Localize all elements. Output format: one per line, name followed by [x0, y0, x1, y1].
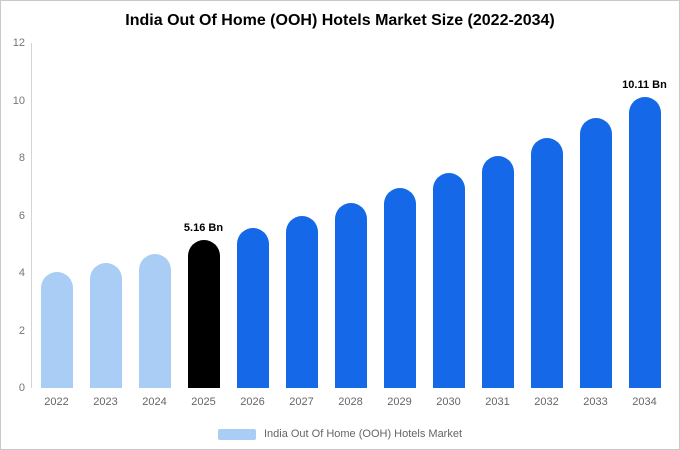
x-axis-label-2029: 2029	[387, 396, 412, 408]
bar-2034	[628, 97, 661, 388]
x-axis-label-2027: 2027	[289, 396, 314, 408]
chart-title: India Out Of Home (OOH) Hotels Market Si…	[125, 12, 555, 29]
y-tick-label: 8	[18, 152, 25, 164]
x-axis-label-2026: 2026	[240, 396, 265, 408]
value-annotation-2025: 5.16 Bn	[183, 221, 224, 234]
bar-slot-2023	[81, 43, 130, 388]
bar-slot-2028	[326, 43, 375, 388]
bar-slot-2034: 10.11 Bn	[620, 43, 669, 388]
bar-slot-2022	[32, 43, 81, 388]
x-axis-label-2033: 2033	[583, 396, 608, 408]
bar-2032	[530, 137, 563, 388]
bar-2033	[579, 118, 612, 388]
x-axis-label-2032: 2032	[534, 396, 559, 408]
bar-2025	[187, 239, 220, 388]
legend-swatch	[217, 428, 256, 440]
bar-2028	[334, 202, 367, 388]
bar-2022	[40, 272, 73, 388]
y-tick-label: 4	[18, 267, 25, 279]
x-axis-label-2022: 2022	[44, 396, 69, 408]
y-tick-label: 10	[12, 94, 25, 107]
legend-label: India Out Of Home (OOH) Hotels Market	[263, 428, 463, 440]
bar-slot-2025: 5.16 Bn	[179, 43, 228, 388]
y-tick-label: 6	[18, 209, 25, 222]
y-tick-label: 12	[12, 37, 25, 49]
bar-2027	[285, 215, 318, 388]
x-axis: 2022 2023 2024 2025 2026 2027 2028 2029 2030 2031…	[32, 396, 669, 408]
x-axis-label-2034: 2034	[632, 396, 657, 408]
y-tick-label: 2	[18, 324, 25, 337]
x-axis-label-2025: 2025	[191, 396, 216, 408]
y-tick-label: 0	[18, 382, 25, 394]
bar-2029	[383, 188, 416, 388]
value-annotation-2034: 10.11 Bn	[622, 79, 667, 92]
x-axis-label-2031: 2031	[485, 396, 510, 408]
x-axis-label-2028: 2028	[338, 396, 363, 408]
bar-slot-2031	[473, 43, 522, 388]
bar-2023	[89, 262, 122, 388]
bar-slot-2030	[424, 43, 473, 388]
x-axis-label-2030: 2030	[436, 396, 461, 408]
plot-area: 0 2 4 6 8 10 12 5.16 Bn 10.11 Bn 2022 2023 2024 20…	[13, 37, 669, 408]
bar-2030	[432, 172, 465, 388]
bar-slot-2029	[375, 43, 424, 388]
bar-slot-2032	[522, 43, 571, 388]
legend: India Out Of Home (OOH) Hotels Market	[1, 428, 679, 440]
bar-slot-2027	[277, 43, 326, 388]
x-axis-label-2023: 2023	[93, 396, 118, 408]
x-axis-label-2024: 2024	[142, 396, 167, 408]
bar-slot-2024	[130, 43, 179, 388]
bars-container: 5.16 Bn 10.11 Bn	[32, 43, 669, 388]
bar-2031	[481, 156, 514, 388]
y-axis: 0 2 4 6 8 10 12	[13, 37, 669, 394]
bar-2024	[138, 254, 171, 388]
bar-slot-2026	[228, 43, 277, 388]
bar-slot-2033	[571, 43, 620, 388]
bar-2026	[236, 228, 269, 388]
